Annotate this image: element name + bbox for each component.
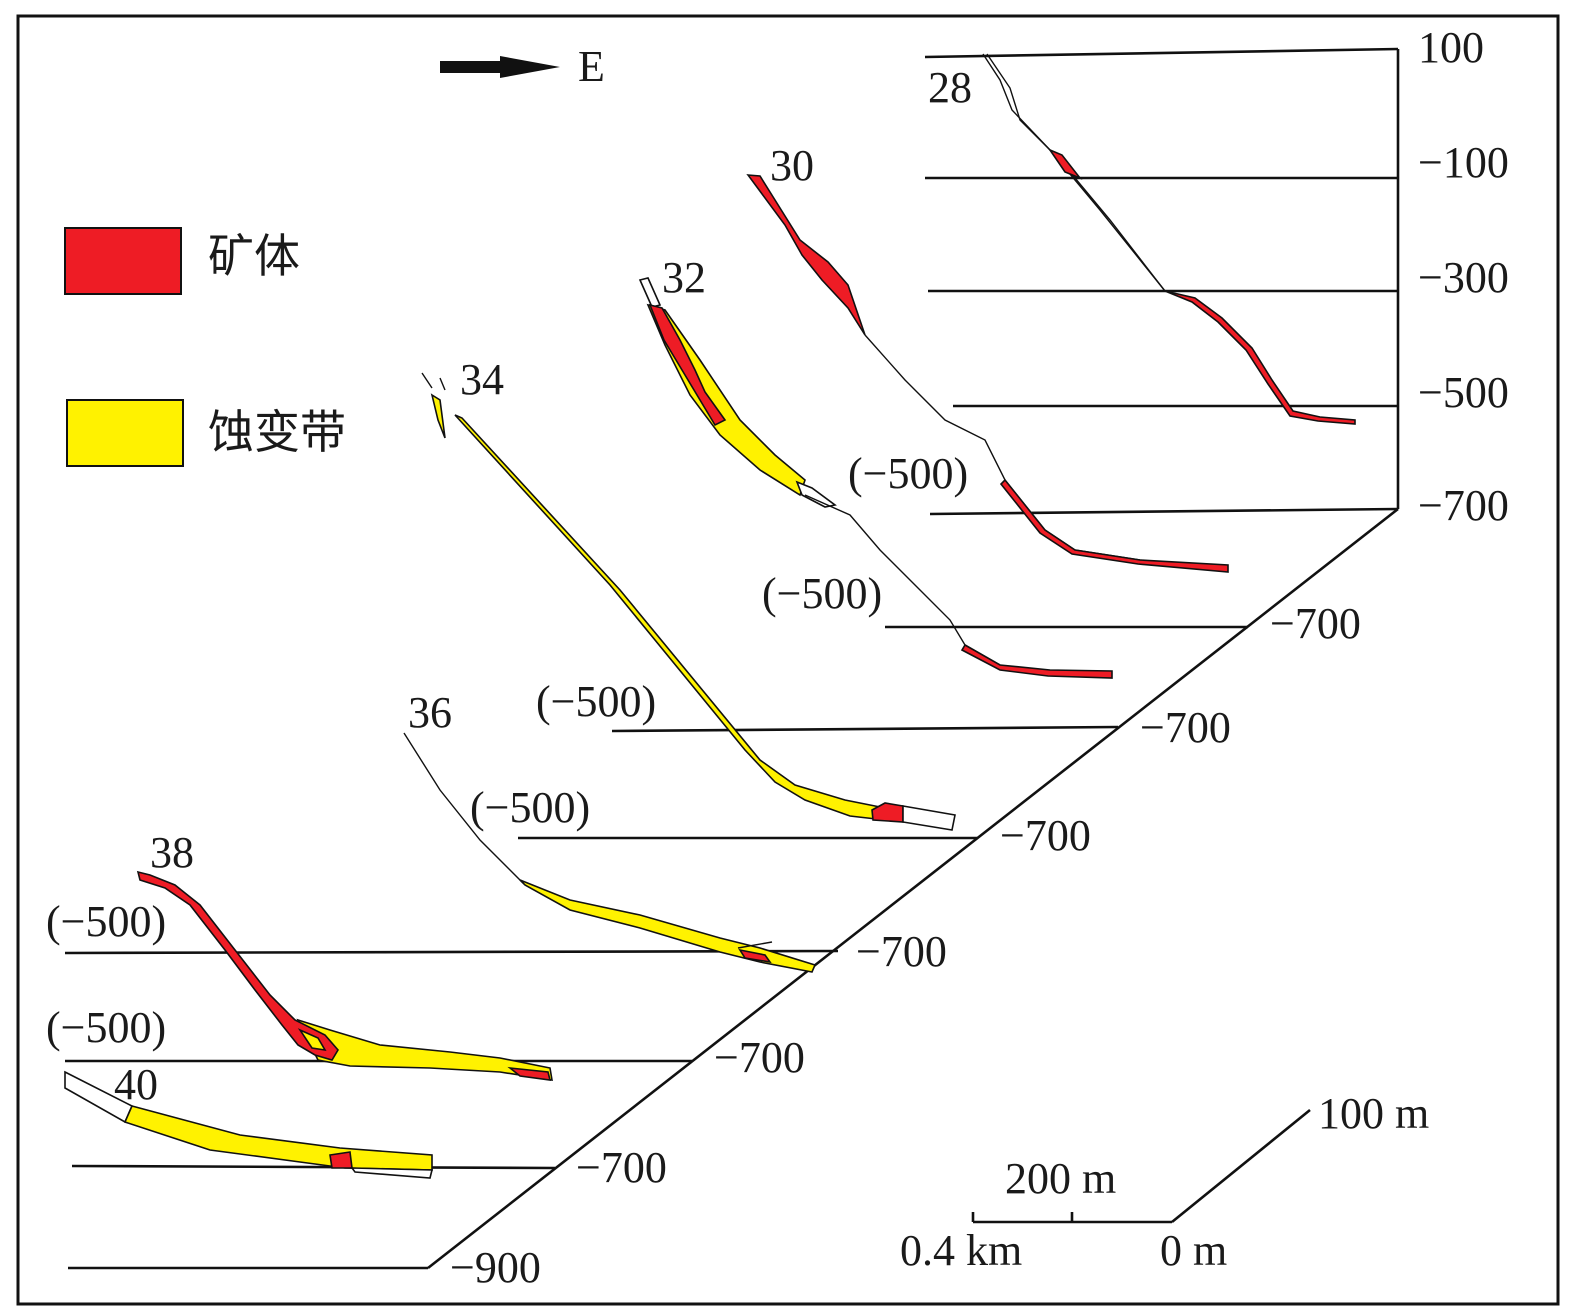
level-lower-30: −700: [1270, 599, 1361, 648]
scale-vertical: 100 m: [1318, 1089, 1429, 1138]
level-lower-40: −700: [576, 1143, 667, 1192]
axis-label-neg300: −300: [1418, 253, 1509, 302]
frame: [16, 14, 1560, 1306]
axis-label-neg700: −700: [1418, 481, 1509, 530]
section-label-30: 30: [770, 141, 814, 190]
legend: 矿体 蚀变带: [64, 227, 346, 467]
section-label-38: 38: [150, 828, 194, 877]
level-lower-34: −700: [1000, 811, 1091, 860]
east-arrow-icon: [440, 56, 560, 78]
level-upper-38b: (−500): [46, 1003, 166, 1052]
axis-label-100: 100: [1418, 23, 1484, 72]
scale-bar: 100 m 200 m 0.4 km 0 m: [900, 1089, 1429, 1275]
section-34: 34 (−500) −700: [421, 355, 1091, 860]
level-upper-32: (−500): [762, 569, 882, 618]
section-40: 40 −700: [64, 1060, 667, 1192]
level-base: −900: [450, 1243, 541, 1292]
section-label-40: 40: [114, 1060, 158, 1109]
section-30: 30 (−500) −700: [746, 141, 1361, 648]
axis-label-neg100: −100: [1418, 138, 1509, 187]
legend-label-alteration: 蚀变带: [208, 407, 346, 458]
legend-swatch-alteration: [66, 399, 184, 467]
section-38: 38 (−500) (−500) −700: [46, 828, 805, 1082]
level-lower-36: −700: [856, 927, 947, 976]
scale-left: 0.4 km: [900, 1226, 1022, 1275]
scale-origin: 0 m: [1160, 1226, 1227, 1275]
level-lower-38: −700: [714, 1033, 805, 1082]
section-32: 32 (−500) −700: [611, 253, 1231, 752]
legend-swatch-ore: [64, 227, 182, 295]
section-28: 28: [924, 47, 1399, 516]
axis-label-neg500: −500: [1418, 368, 1509, 417]
scale-horizontal-mid: 200 m: [1005, 1154, 1116, 1203]
diagonal-baseline: [427, 507, 1399, 1270]
level-lower-32: −700: [1140, 703, 1231, 752]
level-upper-34: (−500): [536, 677, 656, 726]
level-upper-38: (−500): [46, 897, 166, 946]
section-label-32: 32: [662, 253, 706, 302]
section-label-34: 34: [460, 355, 504, 404]
level-upper-36: (−500): [470, 783, 590, 832]
section-36: 36 (−500) −700: [64, 688, 947, 976]
level-upper-30: (−500): [848, 449, 968, 498]
section-label-28: 28: [928, 63, 972, 112]
right-axis: 100 −100 −300 −500 −700: [1396, 23, 1509, 530]
section-label-36: 36: [408, 688, 452, 737]
legend-label-ore: 矿体: [208, 231, 300, 282]
arrow-label: E: [578, 42, 605, 91]
